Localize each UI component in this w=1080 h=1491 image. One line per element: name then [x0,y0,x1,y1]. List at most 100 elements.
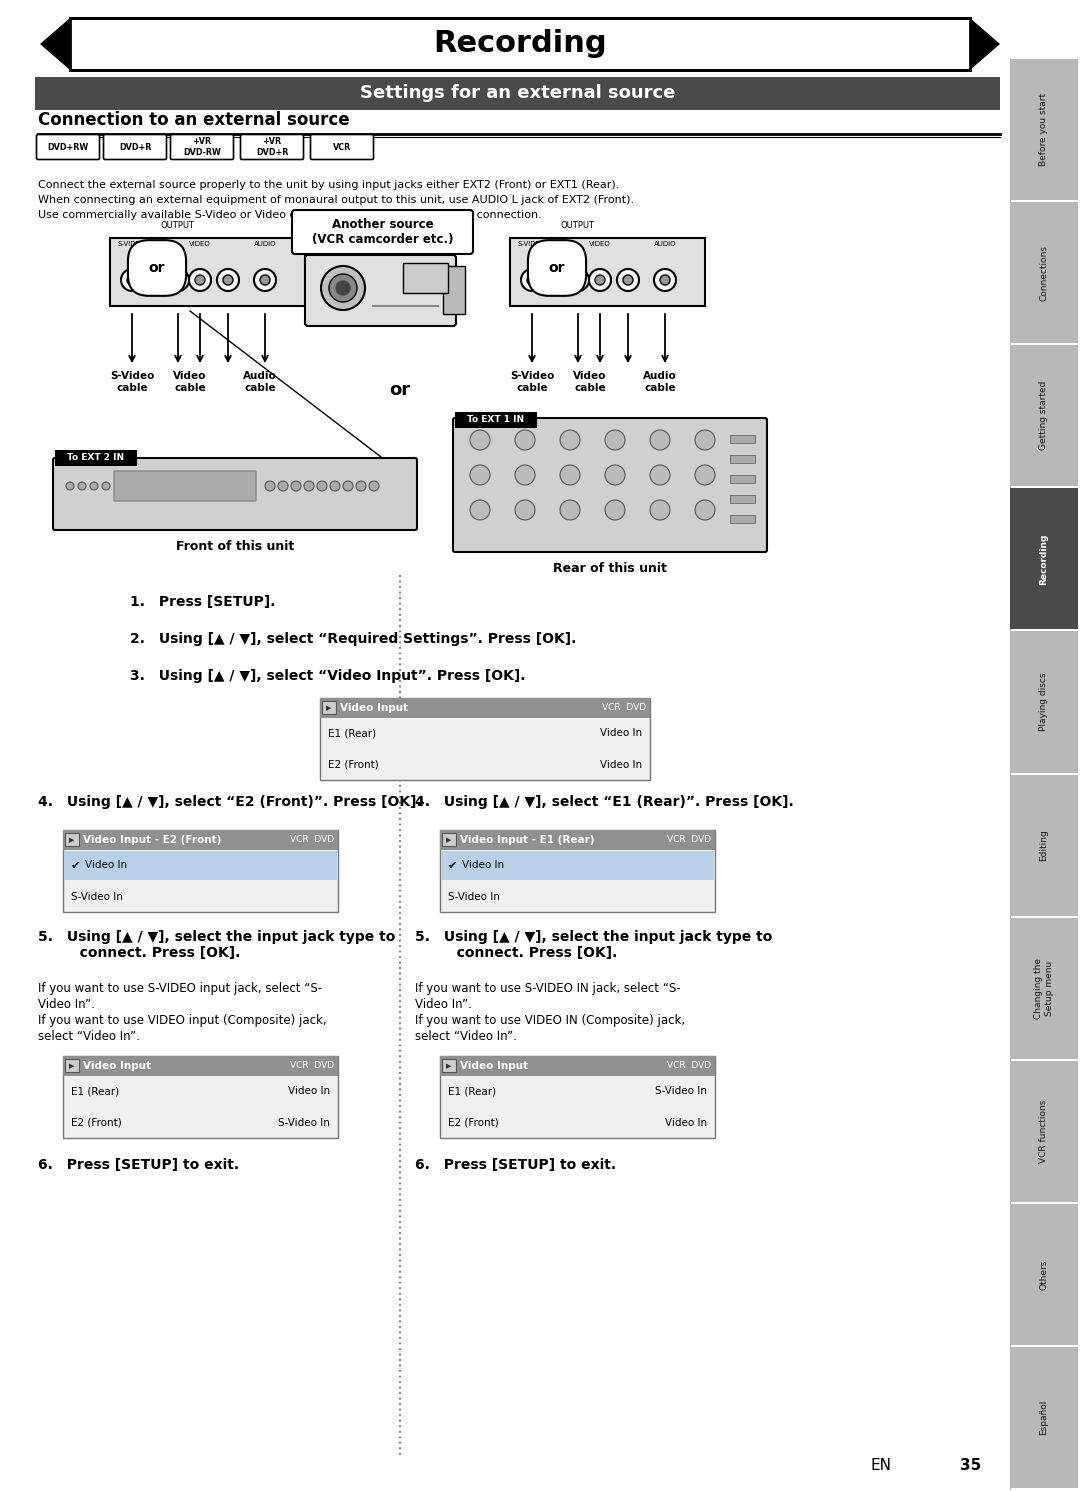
Text: VCR: VCR [333,143,351,152]
Circle shape [343,482,353,491]
Text: AUDIO: AUDIO [653,242,676,248]
Text: 6. Press [SETUP] to exit.: 6. Press [SETUP] to exit. [415,1159,616,1172]
Bar [730,495,755,502]
Circle shape [265,482,275,491]
Text: Video In: Video In [599,759,642,769]
Circle shape [470,499,490,520]
Bar [1010,488,1078,629]
Text: Video In”.: Video In”. [415,997,472,1011]
Bar [65,833,79,845]
FancyBboxPatch shape [171,134,233,160]
Bar [65,1059,79,1072]
Circle shape [561,429,580,450]
Bar [320,698,650,719]
Text: S-Video
cable: S-Video cable [110,371,154,392]
Circle shape [121,268,143,291]
Bar [440,1056,715,1138]
FancyBboxPatch shape [305,255,456,327]
Text: To EXT 1 IN: To EXT 1 IN [468,416,525,425]
Bar [110,239,305,306]
Text: Video Input: Video Input [340,702,408,713]
Circle shape [278,482,288,491]
Text: S-Video In: S-Video In [656,1087,707,1096]
Text: Playing discs: Playing discs [1039,672,1049,731]
Circle shape [654,268,676,291]
Circle shape [561,499,580,520]
Text: Before you start: Before you start [1039,92,1049,166]
Polygon shape [970,18,1000,70]
Bar [1010,917,1078,1059]
Text: 2. Using [▲ / ▼], select “Required Settings”. Press [OK].: 2. Using [▲ / ▼], select “Required Setti… [130,632,577,646]
Bar [730,455,755,464]
Text: AUDIO: AUDIO [254,242,276,248]
Text: Getting started: Getting started [1039,382,1049,450]
Bar [63,830,338,850]
Text: To EXT 2 IN: To EXT 2 IN [67,453,124,462]
Text: Front of this unit: Front of this unit [176,540,294,553]
Circle shape [329,274,357,303]
Text: Español: Español [1039,1400,1049,1436]
Circle shape [167,268,189,291]
Text: If you want to use VIDEO IN (Composite) jack,: If you want to use VIDEO IN (Composite) … [415,1014,685,1027]
Text: Changing the
Setup menu: Changing the Setup menu [1035,957,1054,1018]
Text: E2 (Front): E2 (Front) [448,1117,499,1127]
Text: 6. Press [SETUP] to exit.: 6. Press [SETUP] to exit. [38,1159,239,1172]
Text: 5. Using [▲ / ▼], select the input jack type to
   connect. Press [OK].: 5. Using [▲ / ▼], select the input jack … [38,930,395,960]
Text: E1 (Rear): E1 (Rear) [71,1087,119,1096]
Circle shape [527,274,537,285]
Text: Settings for an external source: Settings for an external source [360,85,675,103]
Text: 1. Press [SETUP].: 1. Press [SETUP]. [130,595,275,608]
Circle shape [605,499,625,520]
Circle shape [470,465,490,485]
Text: S-VIDEO: S-VIDEO [118,242,146,248]
Bar [442,833,456,845]
Text: E2 (Front): E2 (Front) [71,1117,122,1127]
Bar [320,698,650,780]
Text: 35: 35 [960,1458,982,1473]
Text: S-Video In: S-Video In [71,892,123,902]
Circle shape [650,465,670,485]
Circle shape [102,482,110,491]
Text: OUTPUT: OUTPUT [561,221,594,230]
FancyBboxPatch shape [292,210,473,253]
Bar [442,1059,456,1072]
FancyBboxPatch shape [453,417,767,552]
Bar [63,1056,338,1138]
Text: VCR  DVD: VCR DVD [289,835,334,844]
Text: Connection to an external source: Connection to an external source [38,110,350,130]
Bar [440,830,715,850]
Text: E1 (Rear): E1 (Rear) [328,729,376,738]
Text: or: or [149,261,165,274]
Circle shape [369,482,379,491]
Circle shape [260,274,270,285]
Text: If you want to use S-VIDEO input jack, select “S-: If you want to use S-VIDEO input jack, s… [38,983,322,994]
Text: If you want to use S-VIDEO IN jack, select “S-: If you want to use S-VIDEO IN jack, sele… [415,983,680,994]
Circle shape [291,482,301,491]
Text: When connecting an external equipment of monaural output to this unit, use AUDIO: When connecting an external equipment of… [38,195,634,204]
Polygon shape [40,18,70,70]
Bar [55,450,137,467]
Circle shape [561,465,580,485]
Bar [1010,774,1078,915]
Bar [1010,631,1078,772]
Text: Recording: Recording [1039,534,1049,584]
FancyBboxPatch shape [104,134,166,160]
Text: ✔: ✔ [71,860,80,871]
Circle shape [589,268,611,291]
Text: VCR  DVD: VCR DVD [666,1062,711,1071]
FancyBboxPatch shape [53,458,417,529]
Text: Connect the external source properly to the unit by using input jacks either EXT: Connect the external source properly to … [38,180,619,189]
Circle shape [515,465,535,485]
Text: 4. Using [▲ / ▼], select “E2 (Front)”. Press [OK].: 4. Using [▲ / ▼], select “E2 (Front)”. P… [38,795,422,810]
Circle shape [254,268,276,291]
Circle shape [660,274,670,285]
Text: or: or [390,382,410,400]
Circle shape [515,429,535,450]
Text: Video In: Video In [288,1087,330,1096]
Circle shape [696,499,715,520]
Circle shape [521,268,543,291]
Circle shape [623,274,633,285]
Text: OUTPUT: OUTPUT [161,221,194,230]
Circle shape [195,274,205,285]
Text: E1 (Rear): E1 (Rear) [448,1087,496,1096]
